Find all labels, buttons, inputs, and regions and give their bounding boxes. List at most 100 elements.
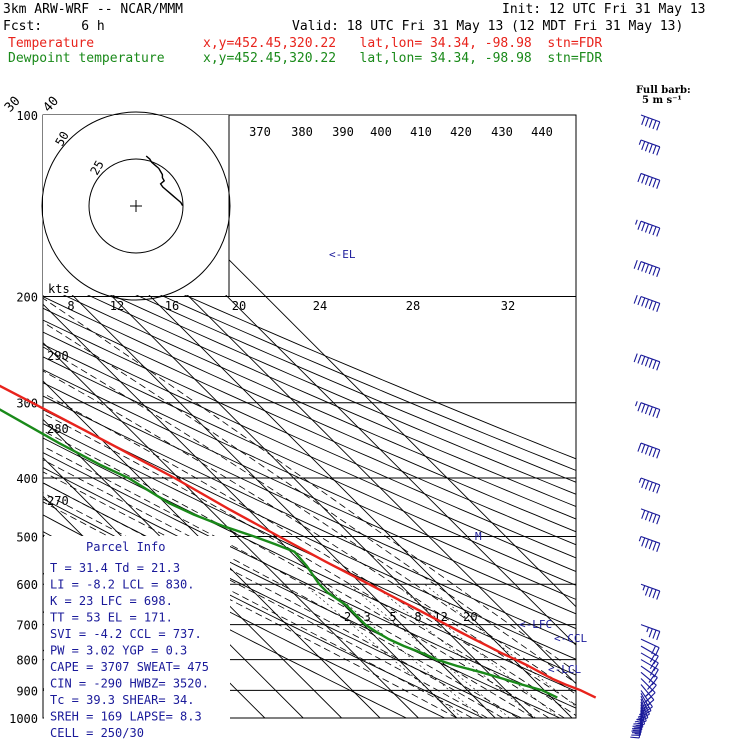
speed-tick-label: 8: [67, 299, 74, 313]
lfc-marker: <-LFC: [519, 618, 552, 631]
speed-tick-label: 24: [313, 299, 327, 313]
dry-adiabat: [43, 296, 576, 533]
wind-barb: [638, 535, 661, 552]
speed-tick-label: 16: [165, 299, 179, 313]
model-title: 3km ARW-WRF -- NCAR/MMM: [3, 2, 183, 17]
speed-tick-label: 20: [232, 299, 246, 313]
parcel-info-title: Parcel Info: [86, 540, 165, 554]
dry-adiabat: [43, 382, 576, 630]
ccl-marker: <-CCL: [554, 632, 587, 645]
wind-barbs: [630, 114, 661, 739]
parcel-info-row: TT = 53 EL = 171.: [50, 611, 173, 625]
dry-adiabat: [43, 343, 576, 586]
mixing-ratio-line: [373, 583, 536, 718]
wind-barb: [640, 508, 661, 525]
isotherm: [43, 341, 419, 718]
moist-adiabat: [43, 370, 576, 706]
isotherm: [43, 380, 381, 718]
temperature-location: x,y=452.45,320.22 lat,lon= 34.34, -98.98…: [203, 36, 602, 51]
dry-adiabat: [43, 356, 576, 600]
pressure-label: 600: [16, 578, 38, 592]
dry-adiabat: [43, 273, 576, 508]
parcel-info-panel: Parcel Info T = 31.4 Td = 21.3 LI = -8.2 …: [44, 536, 230, 740]
isotherm-label: 40: [40, 94, 62, 116]
wind-barb: [635, 219, 661, 237]
isotherm: [43, 418, 342, 718]
speed-tick-label: 12: [110, 299, 124, 313]
m-marker: M: [475, 530, 482, 543]
dry-adiabat: [43, 284, 576, 520]
wind-barb: [640, 638, 660, 656]
parcel-info-row: SREH = 169 LAPSE= 8.3: [50, 710, 202, 724]
theta-label: 380: [291, 125, 313, 139]
pressure-label: 400: [16, 472, 38, 486]
diagram-frame: [42, 114, 577, 719]
parcel-info-row: Tc = 39.3 SHEAR= 34.: [50, 693, 195, 707]
wind-barb: [634, 704, 646, 727]
hodograph-ring-label: 25: [87, 158, 106, 178]
hodograph-ring: [41, 111, 231, 301]
pressure-label: 500: [16, 530, 38, 544]
pressure-label: 1000: [9, 712, 38, 726]
parcel-info-row: LI = -8.2 LCL = 830.: [50, 578, 195, 592]
dry-adiabat: [43, 331, 576, 572]
speed-tick-label: 28: [406, 299, 420, 313]
dewpoint-line: [0, 408, 558, 699]
dry-adiabat: [43, 319, 576, 559]
wind-barb: [638, 477, 661, 494]
forecast-hour: Fcst: 6 h: [3, 19, 105, 34]
isotherm: [43, 303, 458, 718]
theta-label: 400: [370, 125, 392, 139]
barb-key-units: 5 m s⁻¹: [642, 95, 682, 106]
hodograph-trace: [145, 155, 184, 206]
dry-adiabat: [43, 251, 576, 483]
parcel-info-row: CIN = -290 HWBZ= 3520.: [50, 677, 209, 691]
theta-label: 430: [491, 125, 513, 139]
theta-side-label: 280: [47, 422, 69, 436]
wind-barb: [633, 294, 661, 313]
barb-key-title: Full barb:: [636, 85, 691, 96]
theta-label: 410: [410, 125, 432, 139]
pressure-label: 800: [16, 654, 38, 668]
theta-label: 390: [332, 125, 354, 139]
dry-adiabat: [43, 262, 576, 495]
dry-adiabat: [43, 369, 576, 615]
el-marker: <-EL: [329, 248, 356, 261]
theta-side-label: 270: [47, 494, 69, 508]
mixing-ratio-label: 5: [389, 610, 396, 624]
mixing-ratio-label: 20: [463, 610, 477, 624]
lcl-marker: <-LCL: [548, 663, 581, 676]
hodograph-ring: [88, 158, 184, 254]
dry-adiabat: [43, 437, 576, 692]
parcel-info-row: K = 23 LFC = 698.: [50, 594, 173, 608]
pressure-label: 100: [16, 109, 38, 123]
dry-adiabat: [43, 307, 576, 546]
theta-label: 440: [531, 125, 553, 139]
parcel-info-row: PW = 3.02 YGP = 0.3: [50, 644, 187, 658]
parcel-info-row: CELL = 250/30: [50, 726, 144, 740]
speed-tick-label: 32: [501, 299, 515, 313]
dry-adiabat: [43, 230, 576, 460]
dry-adiabat: [43, 409, 576, 660]
temperature-legend: Temperature: [8, 36, 94, 51]
temperature-line: [0, 384, 597, 699]
dewpoint-legend: Dewpoint temperature: [8, 51, 165, 66]
theta-side-label: 290: [47, 349, 69, 363]
pressure-label: 900: [16, 684, 38, 698]
theta-label: 420: [450, 125, 472, 139]
dry-adiabat: [43, 452, 576, 709]
hodograph-units: kts: [48, 282, 70, 296]
wind-barb: [640, 624, 661, 641]
pressure-label: 300: [16, 397, 38, 411]
init-time: Init: 12 UTC Fri 31 May 13: [502, 2, 706, 17]
wind-barb: [635, 401, 661, 419]
moist-adiabat: [43, 297, 576, 673]
wind-barb: [637, 172, 661, 189]
dry-adiabat: [43, 241, 576, 471]
wind-barb: [633, 259, 661, 278]
dry-adiabat: [43, 395, 576, 645]
parcel-info-row: CAPE = 3707 SWEAT= 475: [50, 660, 209, 674]
wind-barb: [633, 353, 661, 371]
valid-time: Valid: 18 UTC Fri 31 May 13 (12 MDT Fri …: [292, 19, 683, 34]
